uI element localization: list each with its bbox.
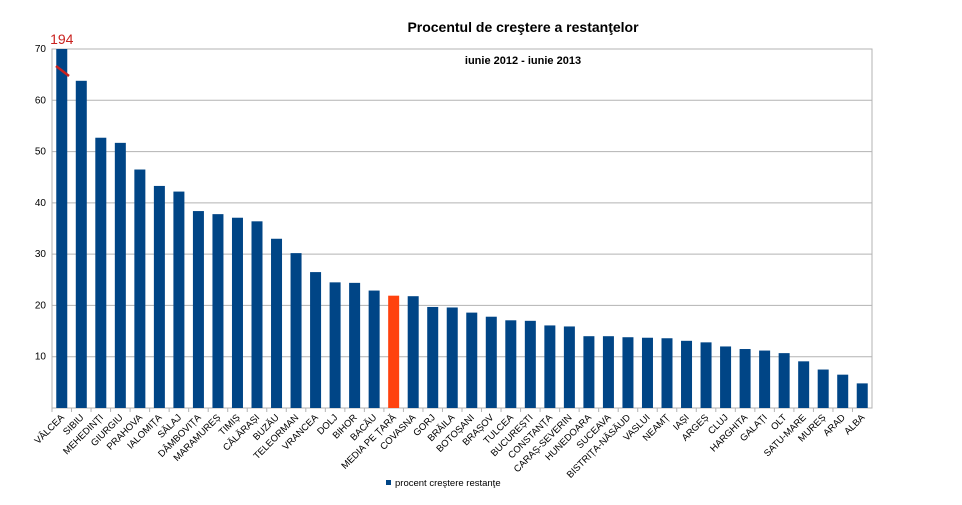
bar (485, 316, 497, 408)
x-tick-label: ARAD (821, 412, 848, 439)
bar (524, 320, 536, 408)
legend-swatch (386, 480, 391, 485)
y-tick-label: 30 (35, 249, 47, 260)
bar (407, 296, 419, 408)
legend-label: procent creştere restanţe (395, 478, 501, 489)
bar (95, 137, 107, 408)
bar (349, 282, 361, 408)
x-tick-label: ALBA (842, 412, 867, 437)
bar (231, 217, 243, 408)
y-tick-label: 20 (35, 300, 47, 311)
y-tick-label: 60 (35, 95, 47, 106)
bar (778, 353, 790, 408)
bar (544, 325, 556, 408)
bar (837, 374, 849, 408)
bar (153, 185, 165, 408)
bar (817, 369, 829, 408)
bar (427, 306, 439, 408)
bar (251, 221, 263, 408)
bar (856, 383, 868, 408)
bar (271, 238, 283, 408)
bar (368, 290, 380, 408)
y-tick-label: 50 (35, 147, 47, 158)
chart-title: Procentul de creştere a restanţelor (407, 19, 639, 35)
bar (583, 336, 595, 408)
bar (290, 253, 302, 408)
bar (388, 295, 400, 408)
bar (602, 336, 614, 408)
bar (739, 349, 751, 408)
bar (759, 350, 771, 408)
y-tick-label: 10 (35, 352, 47, 363)
bar (700, 342, 712, 408)
bar (798, 361, 810, 408)
bar (212, 214, 224, 408)
y-tick-label: 40 (35, 198, 47, 209)
bar (134, 169, 146, 408)
bar (720, 346, 732, 408)
bar (505, 320, 517, 408)
bar (622, 337, 634, 408)
bar (446, 307, 458, 408)
bar (56, 49, 68, 408)
bar (310, 272, 322, 408)
bar (192, 211, 204, 408)
bar (563, 326, 575, 408)
bar (641, 337, 653, 408)
bar (114, 142, 126, 409)
bar (681, 340, 693, 408)
bar (75, 80, 87, 408)
bar (466, 312, 478, 408)
bar (173, 191, 185, 408)
break-marker (55, 65, 70, 77)
bar (329, 282, 341, 408)
data-label: 194 (50, 31, 74, 47)
bar (661, 338, 673, 408)
chart-subtitle: iunie 2012 - iunie 2013 (465, 55, 581, 67)
y-tick-label: 70 (35, 44, 47, 55)
